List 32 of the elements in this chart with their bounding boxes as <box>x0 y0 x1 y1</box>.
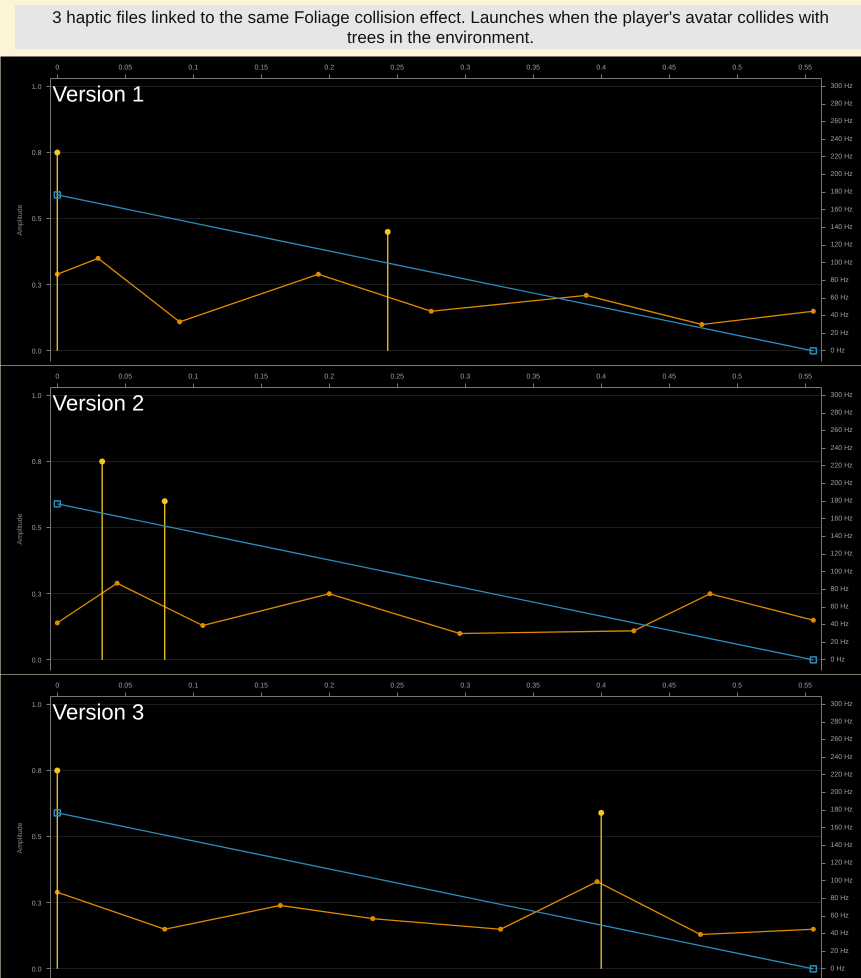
point <box>699 322 704 327</box>
point <box>200 623 206 628</box>
point <box>384 228 391 235</box>
point <box>631 628 636 634</box>
point <box>810 926 816 932</box>
chart-title: Version 1 <box>52 82 144 106</box>
chart-title: Version 3 <box>52 700 144 724</box>
chart-title: Version 2 <box>52 390 144 416</box>
point <box>278 902 283 908</box>
point <box>177 319 182 324</box>
point <box>584 292 589 298</box>
point <box>96 256 101 261</box>
point <box>698 932 703 938</box>
point <box>428 308 434 314</box>
point <box>457 630 462 636</box>
point <box>54 150 60 156</box>
point <box>114 580 120 586</box>
point <box>54 620 60 626</box>
point <box>810 618 816 623</box>
point <box>810 308 816 314</box>
point <box>370 916 376 922</box>
point <box>162 926 168 932</box>
point <box>594 879 600 884</box>
point <box>707 591 712 596</box>
point <box>162 498 168 504</box>
text: 3 haptic files linked to the same Foliage collision effect. Launches when the player's avatar collides with trees in the environment. <box>5 5 861 49</box>
point <box>316 272 321 277</box>
point <box>99 458 106 465</box>
point <box>326 591 332 596</box>
point <box>54 768 60 774</box>
point <box>598 810 604 816</box>
point <box>498 926 504 932</box>
